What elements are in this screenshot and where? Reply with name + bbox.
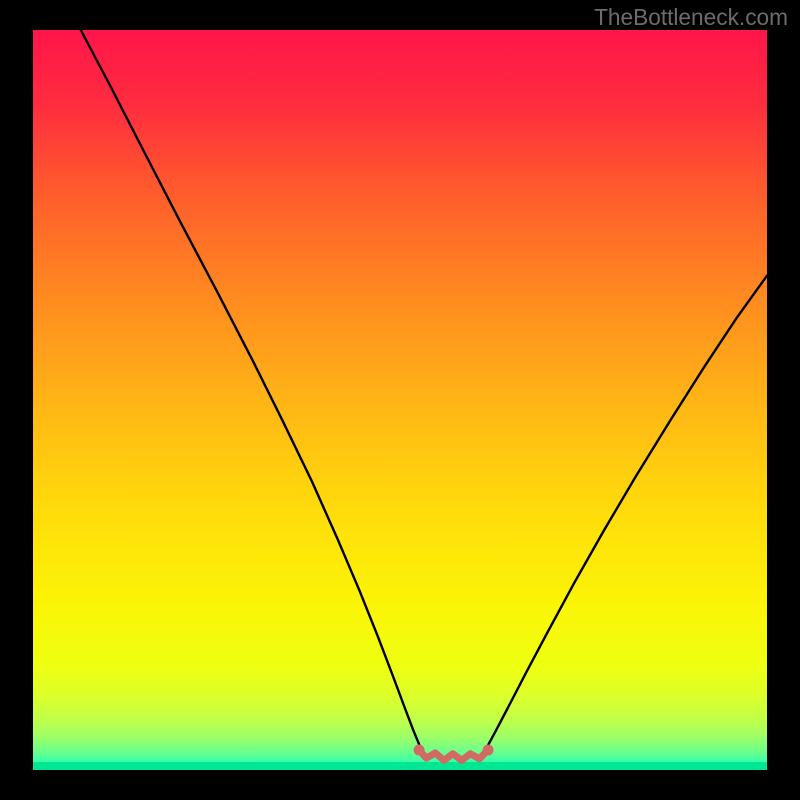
curves-overlay bbox=[33, 30, 767, 770]
left-curve bbox=[81, 30, 421, 748]
trough-connector bbox=[419, 750, 488, 760]
chart-container: TheBottleneck.com bbox=[0, 0, 800, 800]
plot-frame bbox=[33, 30, 767, 770]
watermark-text: TheBottleneck.com bbox=[594, 4, 788, 31]
trough-dot-left bbox=[414, 745, 425, 756]
plot-area bbox=[33, 30, 767, 770]
right-curve bbox=[487, 276, 767, 748]
trough-dot-right bbox=[483, 745, 494, 756]
